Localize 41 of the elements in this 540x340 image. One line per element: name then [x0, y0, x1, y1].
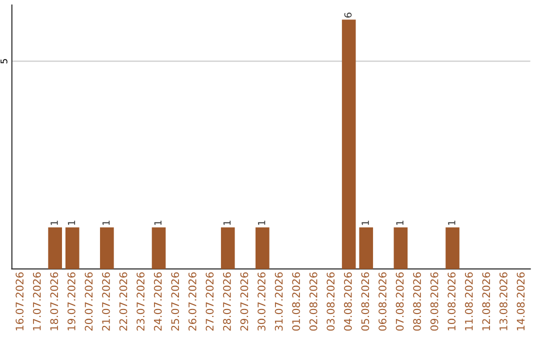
y-tick-label: 5: [0, 59, 8, 64]
x-tick-label: 17.07.2026: [32, 272, 41, 330]
x-tick-label: 21.07.2026: [102, 272, 110, 331]
x-tick-label: 01.08.2026: [292, 272, 300, 331]
x-tick-label: 04.08.2026: [344, 272, 352, 331]
data-label: 6: [344, 12, 352, 18]
x-tick-label: 28.07.2026: [223, 272, 231, 331]
data-label: 1: [102, 220, 110, 225]
data-label: 1: [154, 220, 162, 225]
x-tick-label: 09.08.2026: [430, 272, 438, 331]
x-tick-label: 02.08.2026: [309, 272, 318, 331]
x-tick-label: 31.07.2026: [274, 272, 283, 331]
x-tick-label: 11.08.2026: [464, 272, 473, 330]
x-tick-label: 03.08.2026: [326, 272, 335, 331]
x-tick-label: 19.07.2026: [68, 272, 76, 330]
x-tick-label: 24.07.2026: [154, 272, 162, 331]
data-label: 1: [258, 220, 266, 225]
x-tick-label: 18.07.2026: [50, 272, 58, 330]
data-label: 1: [68, 220, 76, 225]
x-tick-label: 26.07.2026: [188, 272, 196, 331]
data-label: 1: [396, 220, 404, 225]
data-label: 1: [362, 220, 369, 225]
x-tick-label: 06.08.2026: [378, 272, 386, 331]
x-tick-label: 16.07.2026: [16, 272, 24, 330]
x-tick-label: 30.07.2026: [258, 272, 266, 331]
x-tick-label: 25.07.2026: [171, 272, 180, 331]
x-tick-label: 29.07.2026: [240, 272, 248, 331]
data-label: 1: [223, 220, 231, 225]
x-tick-label: 05.08.2026: [361, 272, 370, 331]
x-tick-label: 27.07.2026: [206, 272, 214, 331]
x-tick-label: 07.08.2026: [396, 272, 404, 331]
x-tick-label: 20.07.2026: [84, 272, 93, 331]
data-label: 1: [50, 220, 58, 225]
x-tick-label: 22.07.2026: [119, 272, 128, 331]
x-tick-label: 13.08.2026: [500, 272, 508, 330]
x-tick-label: 14.08.2026: [516, 272, 525, 330]
x-tick-label: 08.08.2026: [413, 272, 421, 331]
x-tick-label: 12.08.2026: [482, 272, 490, 330]
x-tick-label: 23.07.2026: [136, 272, 144, 331]
x-tick-label: 10.08.2026: [448, 272, 456, 330]
data-label: 1: [448, 220, 456, 225]
